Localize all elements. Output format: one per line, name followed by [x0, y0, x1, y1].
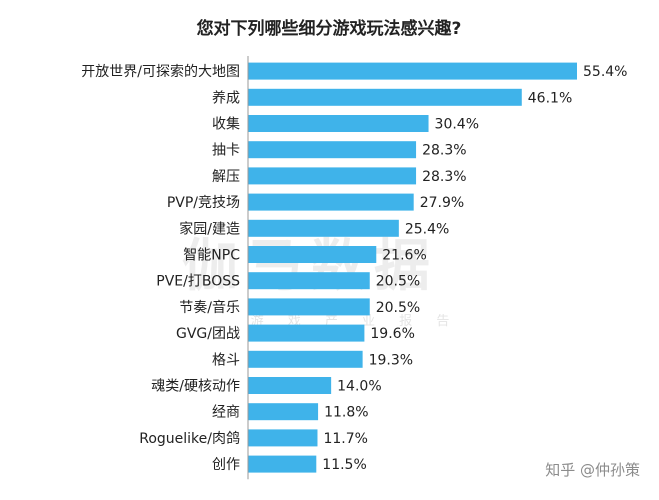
value-label: 28.3%	[422, 143, 466, 159]
category-label: 智能NPC	[183, 248, 240, 264]
bar	[248, 350, 363, 368]
bar	[248, 403, 319, 421]
category-label: 创作	[212, 457, 240, 473]
category-label: 家园/建造	[179, 220, 240, 237]
category-label: Roguelike/肉鸽	[139, 430, 240, 447]
value-label: 27.9%	[420, 195, 464, 211]
bars-group	[248, 62, 577, 473]
value-label: 19.6%	[370, 326, 414, 342]
bar	[248, 324, 365, 342]
value-label: 20.5%	[376, 274, 420, 290]
bar	[248, 298, 370, 316]
value-label: 11.5%	[322, 457, 366, 473]
bar	[248, 167, 417, 185]
bar	[248, 88, 522, 106]
bar	[248, 455, 317, 473]
value-label: 25.4%	[405, 221, 449, 237]
category-label: GVG/团战	[176, 326, 240, 342]
value-label: 20.5%	[376, 300, 420, 316]
value-label: 55.4%	[583, 64, 627, 80]
value-labels: 55.4% 46.1% 30.4% 28.3% 28.3% 27.9% 25.4% 21.6%…	[322, 64, 627, 473]
value-label: 11.7%	[323, 431, 367, 447]
category-label: 解压	[212, 169, 240, 185]
credit-text: 知乎 @仲孙策	[545, 461, 640, 479]
value-label: 28.3%	[422, 169, 466, 185]
bar	[248, 377, 332, 394]
bar	[248, 429, 318, 447]
value-label: 30.4%	[435, 117, 479, 133]
chart-title: 您对下列哪些细分游戏玩法感兴趣?	[197, 18, 462, 39]
category-label: 收集	[212, 116, 240, 133]
category-label: 养成	[212, 90, 240, 106]
bar	[248, 141, 417, 159]
bar	[248, 115, 429, 132]
category-label: 节奏/音乐	[179, 299, 240, 316]
category-label: 经商	[212, 405, 240, 421]
category-label: 开放世界/可探索的大地图	[81, 63, 240, 80]
bar	[248, 246, 377, 263]
category-label: PVP/竞技场	[167, 194, 240, 211]
value-label: 19.3%	[369, 352, 413, 368]
bar	[248, 193, 414, 211]
category-label: 魂类/硬核动作	[151, 379, 240, 395]
value-label: 11.8%	[324, 405, 368, 421]
category-label: 抽卡	[212, 143, 240, 159]
bar	[248, 62, 577, 80]
category-label: PVE/打BOSS	[156, 273, 240, 290]
value-label: 21.6%	[382, 248, 426, 264]
value-label: 46.1%	[528, 90, 572, 106]
bar	[248, 272, 370, 290]
value-label: 14.0%	[337, 379, 381, 395]
category-label: 格斗	[212, 352, 240, 368]
bar	[248, 219, 399, 237]
